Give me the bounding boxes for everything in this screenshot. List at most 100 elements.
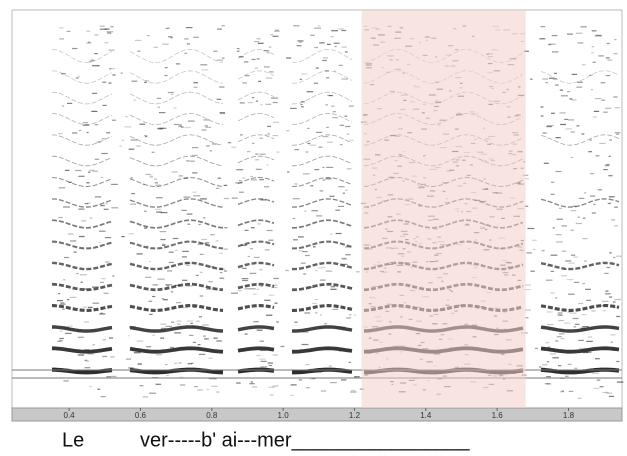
- time-axis-bar: [11, 407, 623, 422]
- speckle: [203, 119, 210, 121]
- speckle: [72, 132, 78, 134]
- speckle: [78, 129, 82, 131]
- speckle: [601, 99, 606, 101]
- speckle: [209, 150, 213, 152]
- speckle: [604, 165, 610, 167]
- speckle: [142, 396, 149, 398]
- speckle: [290, 384, 297, 386]
- speckle: [173, 107, 177, 109]
- speckle: [560, 338, 565, 340]
- speckle: [564, 118, 569, 120]
- speckle: [178, 175, 184, 177]
- speckle: [166, 27, 170, 29]
- speckle: [219, 252, 223, 254]
- speckle: [317, 267, 322, 269]
- speckle: [328, 365, 332, 367]
- speckle: [223, 248, 228, 250]
- speckle: [568, 293, 575, 295]
- speckle: [614, 132, 621, 134]
- speckle: [349, 139, 354, 141]
- speckle: [597, 189, 603, 191]
- speckle: [605, 164, 610, 166]
- speckle: [342, 263, 348, 265]
- speckle: [238, 56, 244, 58]
- speckle: [581, 314, 587, 316]
- speckle: [86, 202, 91, 204]
- speckle: [304, 210, 307, 212]
- speckle: [92, 65, 100, 67]
- speckle: [546, 311, 553, 313]
- speckle: [345, 254, 351, 256]
- speckle: [557, 314, 562, 316]
- speckle: [251, 386, 258, 388]
- speckle: [130, 139, 138, 141]
- speckle: [582, 351, 589, 354]
- speckle: [75, 77, 79, 79]
- speckle: [610, 341, 613, 343]
- speckle: [602, 391, 609, 393]
- speckle: [560, 123, 566, 126]
- speckle: [333, 70, 337, 72]
- speckle: [231, 197, 238, 199]
- speckle: [168, 261, 174, 263]
- speckle: [552, 227, 555, 229]
- speckle: [325, 270, 333, 272]
- harmonic-band: [51, 70, 620, 84]
- speckle: [341, 78, 348, 80]
- speckle: [149, 260, 152, 262]
- speckle: [280, 345, 285, 348]
- speckle: [221, 25, 225, 27]
- speckle: [556, 218, 563, 220]
- speckle: [144, 81, 147, 83]
- speckle: [255, 168, 262, 170]
- speckle: [577, 81, 583, 83]
- speckle: [610, 334, 616, 336]
- speckle: [63, 206, 70, 208]
- speckle: [193, 195, 201, 197]
- speckle: [569, 98, 573, 100]
- speckle: [249, 383, 255, 385]
- speckle: [109, 337, 114, 339]
- speckle: [216, 98, 222, 100]
- speckle: [136, 253, 143, 255]
- harmonic-band: [51, 48, 524, 64]
- speckle: [247, 255, 250, 258]
- speckle: [68, 181, 72, 183]
- speckle: [315, 67, 319, 69]
- speckle: [338, 350, 344, 352]
- speckle: [250, 175, 253, 178]
- speckle: [319, 314, 322, 316]
- speckle: [559, 333, 565, 335]
- speckle: [256, 38, 261, 40]
- speckle: [236, 50, 240, 52]
- speckle: [183, 196, 191, 198]
- speckle: [181, 307, 188, 309]
- speckle: [164, 74, 168, 77]
- speckle: [167, 270, 173, 272]
- speckle: [557, 312, 563, 314]
- speckle: [560, 275, 567, 277]
- speckle: [198, 316, 202, 318]
- speckle: [296, 45, 302, 47]
- speckle: [192, 341, 196, 343]
- speckle: [585, 351, 592, 353]
- speckle: [200, 64, 208, 66]
- speckle: [89, 61, 92, 63]
- speckle: [567, 311, 571, 313]
- speckle: [188, 120, 195, 122]
- speckle: [266, 164, 269, 166]
- speckle: [330, 286, 335, 288]
- speckle: [208, 357, 213, 359]
- speckle: [128, 367, 134, 369]
- speckle: [314, 46, 319, 49]
- speckle: [237, 290, 242, 292]
- speckle: [227, 142, 232, 144]
- harmonic-band: [51, 113, 524, 125]
- speckle: [240, 134, 243, 136]
- speckle: [156, 354, 162, 356]
- speckle: [572, 317, 579, 320]
- speckle: [139, 385, 144, 387]
- speckle: [182, 279, 188, 281]
- speckle: [616, 381, 624, 383]
- speckle: [341, 46, 347, 48]
